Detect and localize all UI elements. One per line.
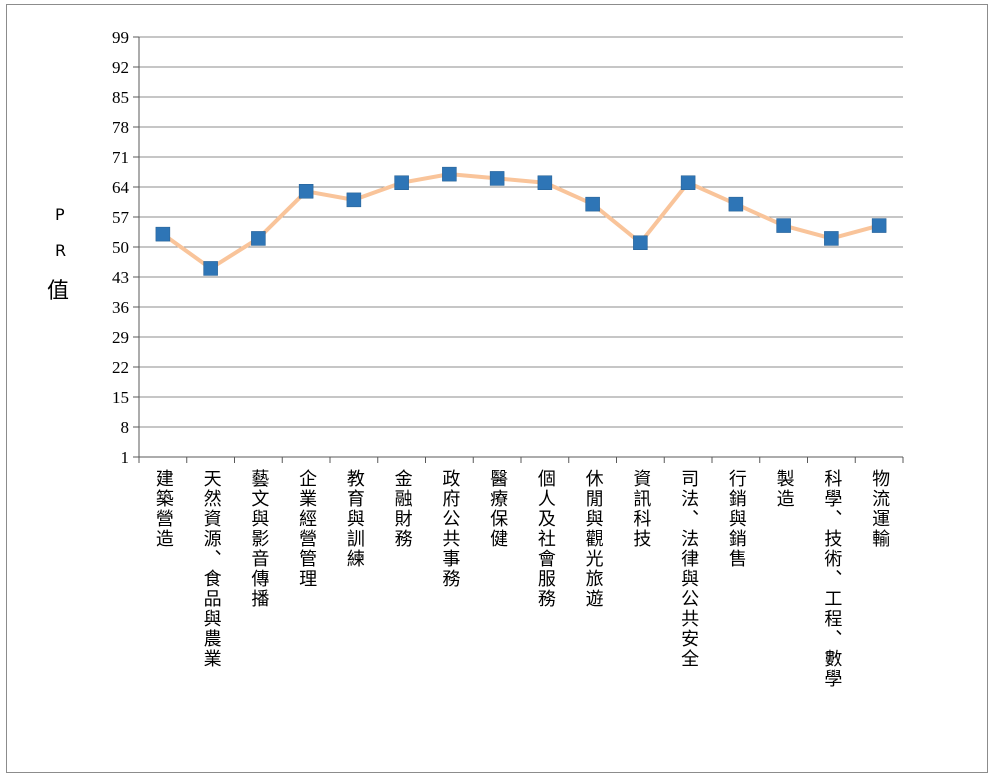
x-category-label: 物流運輸 xyxy=(869,469,891,549)
x-category-label: 醫療保健 xyxy=(487,469,509,549)
y-tick-label: 15 xyxy=(112,388,129,407)
x-category-label: 司法、法律與公共安全 xyxy=(678,469,700,669)
x-category-label: 個人及社會服務 xyxy=(534,469,556,609)
y-tick-label: 99 xyxy=(112,28,129,47)
y-tick-labels: 1 8 15 22 29 36 43 50 57 64 71 78 85 92 99 xyxy=(112,28,130,467)
data-point-marker xyxy=(680,175,696,190)
data-point-marker xyxy=(251,231,266,246)
x-category-label: 休閒與觀光旅遊 xyxy=(582,469,604,609)
y-tick-label: 78 xyxy=(112,118,129,137)
x-category-label: 科學、技術、工程、數學 xyxy=(821,469,843,689)
y-tick-label: 71 xyxy=(112,148,129,167)
y-tick-label: 50 xyxy=(112,238,129,257)
x-category-label: 企業經營管理 xyxy=(296,469,318,589)
x-category-label: 資訊科技 xyxy=(630,469,652,549)
y-tick-label: 92 xyxy=(112,58,129,77)
data-point-marker xyxy=(585,196,600,212)
x-category-label: 建築營造 xyxy=(152,469,174,549)
x-category-label: 藝文與影音傳播 xyxy=(248,469,270,609)
y-axis-label-char: P xyxy=(55,205,65,224)
axes xyxy=(138,37,904,463)
x-category-label: 金融財務 xyxy=(391,469,413,549)
data-point-marker xyxy=(442,166,457,182)
y-tick-label: 8 xyxy=(121,418,130,437)
data-point-marker xyxy=(298,184,314,199)
data-point-marker xyxy=(203,261,218,276)
data-point-marker xyxy=(346,192,362,208)
series-line xyxy=(161,172,880,271)
data-point-marker xyxy=(394,175,409,190)
series-markers xyxy=(155,166,887,276)
y-tick-label: 29 xyxy=(112,328,129,347)
series-polyline xyxy=(161,172,880,271)
gridlines xyxy=(133,36,903,458)
data-point-marker xyxy=(728,196,744,212)
x-category-label: 製造 xyxy=(773,469,795,509)
data-point-marker xyxy=(489,171,505,186)
y-tick-label: 85 xyxy=(112,88,129,107)
y-axis-label-char: R xyxy=(55,241,67,260)
y-tick-label: 64 xyxy=(112,178,130,197)
data-point-marker xyxy=(871,218,887,233)
line-chart: 1 8 15 22 29 36 43 50 57 64 71 78 85 92 99 xyxy=(112,28,904,467)
y-axis-label-char: 值 xyxy=(47,279,70,304)
data-point-marker xyxy=(537,175,553,190)
x-category-label: 教育與訓練 xyxy=(343,469,365,569)
data-point-marker xyxy=(633,235,648,250)
data-point-marker xyxy=(824,231,839,246)
x-category-label: 政府公共事務 xyxy=(439,469,461,589)
x-category-label: 天然資源、食品與農業 xyxy=(200,469,222,669)
data-point-marker xyxy=(776,218,791,233)
y-tick-label: 22 xyxy=(112,358,129,377)
y-tick-label: 57 xyxy=(112,208,130,227)
y-tick-label: 1 xyxy=(121,448,130,467)
data-point-marker xyxy=(155,226,171,242)
x-category-label: 行銷與銷售 xyxy=(725,469,747,569)
y-tick-label: 36 xyxy=(112,298,129,317)
y-tick-label: 43 xyxy=(112,268,129,287)
